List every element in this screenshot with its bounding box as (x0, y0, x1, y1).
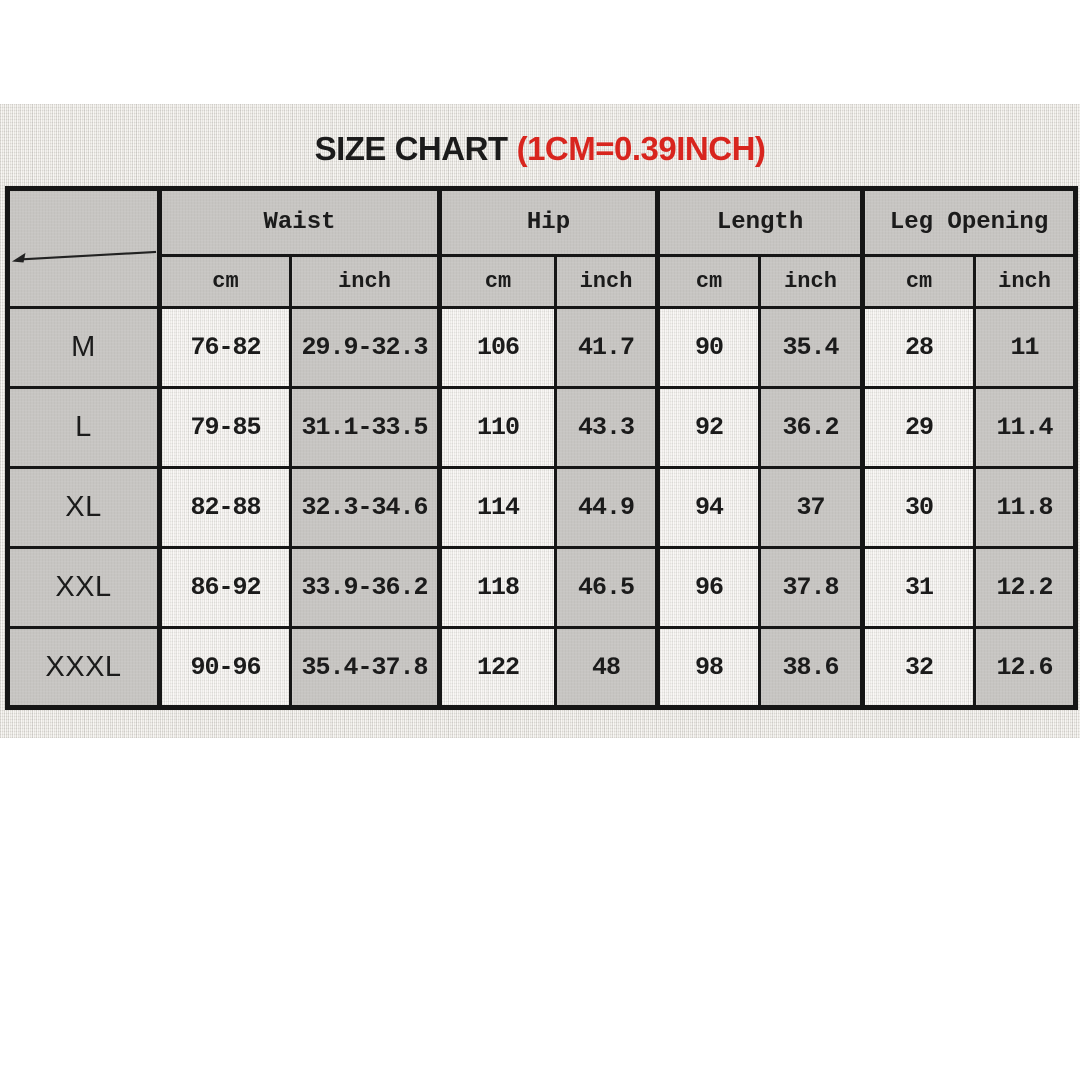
measurement-cell: 82-88 (157, 466, 292, 549)
measurement-cell: 110 (437, 386, 558, 469)
measurement-cell: 90-96 (157, 626, 292, 709)
measurement-cell: 35.4-37.8 (288, 626, 442, 709)
measurement-cell: 11.4 (973, 386, 1078, 469)
diagonal-pointer-icon (11, 250, 157, 263)
unit-header-leg-cm: cm (860, 254, 977, 309)
measurement-cell: 37 (758, 466, 865, 549)
measurement-cell: 12.6 (973, 626, 1078, 709)
column-group-hip: Hip (437, 187, 660, 257)
unit-header-waist-inch: inch (288, 254, 442, 309)
column-group-length: Length (655, 187, 865, 257)
size-cell: L (6, 386, 161, 469)
table-row-xxxl: XXXL 90-96 35.4-37.8 122 48 98 38.6 32 1… (6, 626, 1078, 709)
size-cell: XL (6, 466, 161, 549)
table-corner-cell (6, 187, 161, 309)
measurement-cell: 44.9 (554, 466, 660, 549)
measurement-cell: 48 (554, 626, 660, 709)
header-group-row: Waist Hip Length Leg Opening (6, 187, 1078, 309)
measurement-cell: 118 (437, 546, 558, 629)
column-group-waist: Waist (156, 187, 442, 257)
measurement-cell: 76-82 (157, 306, 292, 389)
measurement-cell: 28 (860, 306, 977, 389)
measurement-cell: 46.5 (554, 546, 660, 629)
measurement-cell: 31.1-33.5 (288, 386, 442, 469)
size-cell: XXL (6, 546, 161, 629)
measurement-cell: 106 (437, 306, 558, 389)
measurement-cell: 30 (860, 466, 977, 549)
measurement-cell: 86-92 (157, 546, 292, 629)
column-group-leg-opening: Leg Opening (860, 187, 1078, 257)
measurement-cell: 32.3-34.6 (288, 466, 442, 549)
measurement-cell: 98 (655, 626, 762, 709)
measurement-cell: 29 (860, 386, 977, 469)
page-title: SIZE CHART (1CM=0.39INCH) (0, 130, 1080, 168)
measurement-cell: 37.8 (758, 546, 865, 629)
measurement-cell: 12.2 (973, 546, 1078, 629)
measurement-cell: 94 (655, 466, 762, 549)
measurement-cell: 31 (860, 546, 977, 629)
measurement-cell: 79-85 (157, 386, 292, 469)
measurement-cell: 36.2 (758, 386, 865, 469)
measurement-cell: 11 (973, 306, 1078, 389)
table-row-m: M 76-82 29.9-32.3 106 41.7 90 35.4 28 11 (6, 306, 1078, 389)
unit-header-hip-inch: inch (554, 254, 660, 309)
measurement-cell: 41.7 (554, 306, 660, 389)
size-cell: M (6, 306, 161, 389)
measurement-cell: 38.6 (758, 626, 865, 709)
measurement-cell: 11.8 (973, 466, 1078, 549)
unit-header-length-inch: inch (758, 254, 865, 309)
measurement-cell: 32 (860, 626, 977, 709)
unit-header-hip-cm: cm (437, 254, 558, 309)
size-chart-table: Waist Hip Length Leg Opening cm inch cm … (5, 186, 1079, 710)
measurement-cell: 96 (655, 546, 762, 629)
header-unit-row: cm inch cm inch cm inch cm inch (8, 254, 1078, 309)
table-row-xxl: XXL 86-92 33.9-36.2 118 46.5 96 37.8 31 … (6, 546, 1078, 629)
measurement-cell: 29.9-32.3 (288, 306, 442, 389)
unit-header-leg-inch: inch (973, 254, 1078, 309)
measurement-cell: 122 (437, 626, 558, 709)
measurement-cell: 35.4 (758, 306, 865, 389)
measurement-cell: 90 (655, 306, 762, 389)
size-cell: XXXL (6, 626, 161, 709)
table-row-xl: XL 82-88 32.3-34.6 114 44.9 94 37 30 11.… (6, 466, 1078, 549)
measurement-cell: 33.9-36.2 (288, 546, 442, 629)
measurement-cell: 43.3 (554, 386, 660, 469)
unit-header-waist-cm: cm (157, 254, 292, 309)
measurement-cell: 114 (437, 466, 558, 549)
table-row-l: L 79-85 31.1-33.5 110 43.3 92 36.2 29 11… (6, 386, 1078, 469)
title-main: SIZE CHART (314, 130, 509, 167)
measurement-cell: 92 (655, 386, 762, 469)
unit-header-length-cm: cm (655, 254, 762, 309)
title-unit-note: (1CM=0.39INCH) (516, 130, 766, 167)
